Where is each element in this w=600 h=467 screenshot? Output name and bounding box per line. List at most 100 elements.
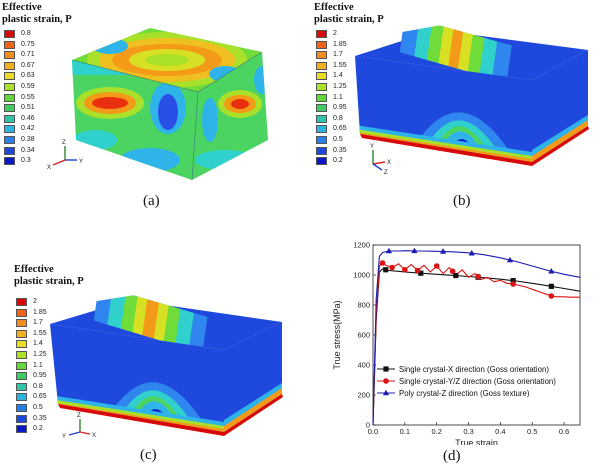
panel-c: Effective plastic strain, P 2 1.85 1.7 1.55…	[0, 262, 300, 467]
legend-swatch	[16, 414, 27, 423]
y-tick-label: 800	[357, 301, 370, 310]
legend-value: 0.51	[21, 104, 35, 112]
y-tick-label: 400	[357, 361, 370, 370]
legend-swatch	[16, 298, 27, 306]
legend-swatch	[316, 72, 327, 81]
series-line-2	[372, 262, 580, 426]
legend-swatch	[4, 61, 15, 70]
legend-swatch	[4, 51, 15, 60]
series-3-point	[468, 249, 475, 256]
series-3-point	[506, 256, 514, 263]
legend-row: 1.4	[316, 72, 376, 81]
panel-d: 0.0 0.1 0.2 0.3 0.4 0.5 0.6 0 200 400 600 800 1000 12…	[300, 235, 600, 467]
series-1-point	[418, 270, 424, 276]
legend-value: 0.95	[33, 372, 47, 380]
legend-swatch	[316, 30, 327, 38]
legend-swatch	[4, 93, 15, 102]
legend-value: 1.85	[33, 308, 47, 316]
legend-swatch	[16, 340, 27, 349]
legend-swatch	[316, 83, 327, 91]
legend-swatch	[4, 40, 15, 49]
legend-value: 0.8	[333, 114, 343, 122]
legend-swatch	[4, 125, 15, 134]
legend-swatch	[16, 425, 27, 434]
legend-swatch	[316, 61, 327, 70]
legend-row: 0.46	[4, 114, 64, 124]
legend-row: 0.63	[4, 72, 64, 81]
legend-marker	[383, 378, 389, 384]
legend-swatch	[316, 136, 327, 144]
caption-d: (d)	[443, 448, 461, 464]
legend-row: 2	[316, 30, 376, 39]
legend-value: 0.67	[21, 61, 35, 69]
caption-b: (b)	[453, 193, 471, 209]
legend-row: 0.42	[4, 125, 64, 134]
legend-value: 0.8	[33, 382, 43, 390]
y-tick-label: 1000	[353, 271, 370, 280]
legend-value: 0.59	[21, 83, 35, 90]
legend-value: 0.75	[21, 40, 35, 48]
series-1-point	[548, 283, 554, 289]
legend-row: 2	[16, 298, 76, 307]
legend-swatch	[4, 136, 15, 144]
legend-title-line2: plastic strain, P	[2, 14, 72, 25]
x-axis-label: True strain	[455, 438, 498, 445]
x-tick-label: 0.4	[495, 427, 505, 436]
legend-swatch	[316, 146, 327, 155]
legend-swatch	[16, 329, 27, 338]
series-2-point	[548, 293, 555, 299]
legend-row: 0.75	[4, 40, 64, 50]
legend-swatch	[316, 51, 327, 60]
axis-label-y: Y	[79, 159, 83, 165]
legend-swatch	[316, 157, 327, 166]
legend-value: 2	[33, 298, 37, 305]
legend-row: 0.5	[316, 136, 376, 145]
y-tick-label: 0	[366, 421, 370, 430]
x-tick-label: 0.6	[559, 427, 569, 436]
legend-value: 0.65	[33, 393, 47, 401]
legend-swatch	[316, 104, 327, 113]
legend-row: 0.55	[4, 93, 64, 103]
legend-value: 0.5	[333, 136, 343, 143]
legend-row: 0.51	[4, 104, 64, 113]
legend-row: 1.55	[16, 329, 76, 339]
legend-value: 1.25	[333, 83, 347, 90]
legend-value: 0.38	[21, 136, 35, 143]
series-line-1	[372, 268, 581, 426]
legend-label: Single crystal-X direction (Goss orienta…	[399, 365, 549, 374]
legend-value: 0.8	[21, 30, 31, 37]
series-2-point	[379, 260, 386, 266]
axis-triad: Y X Z	[370, 144, 391, 176]
series-2-point	[389, 264, 395, 271]
legend-value: 0.46	[21, 114, 35, 122]
axis-label-x: X	[92, 433, 96, 439]
axis-label-x: X	[387, 160, 391, 166]
x-tick-label: 0.3	[463, 427, 473, 436]
legend-title-line1: Effective	[2, 2, 42, 13]
legend-value: 1.55	[333, 61, 347, 69]
legend-swatch	[4, 157, 15, 166]
legend-row: 1.7	[16, 319, 76, 328]
legend-value: 0.65	[333, 125, 347, 133]
legend-swatch	[316, 125, 327, 134]
legend-row: 1.25	[316, 83, 376, 92]
legend-value: 1.1	[333, 93, 343, 101]
legend-swatch	[4, 146, 15, 155]
legend-swatch	[316, 40, 327, 49]
legend-row: 0.35	[316, 146, 376, 156]
legend-row: 0.38	[4, 136, 64, 145]
contour-box-c: Z Y X	[50, 284, 283, 440]
axis-label-x: X	[47, 165, 51, 171]
legend-title: Effective plastic strain, P	[314, 2, 384, 26]
legend-marker	[383, 366, 389, 372]
legend-row: 0.71	[4, 51, 64, 60]
legend-row: 0.2	[16, 425, 76, 434]
axis-label-z: Z	[77, 413, 81, 419]
series-1-point	[383, 267, 389, 273]
legend-row: 0.65	[316, 125, 376, 134]
legend-value: 1.25	[33, 351, 47, 358]
axis-triad: Z Y X	[62, 413, 96, 440]
legend-row: 0.59	[4, 83, 64, 92]
legend-value: 1.85	[333, 40, 347, 48]
legend-swatch	[16, 308, 27, 317]
